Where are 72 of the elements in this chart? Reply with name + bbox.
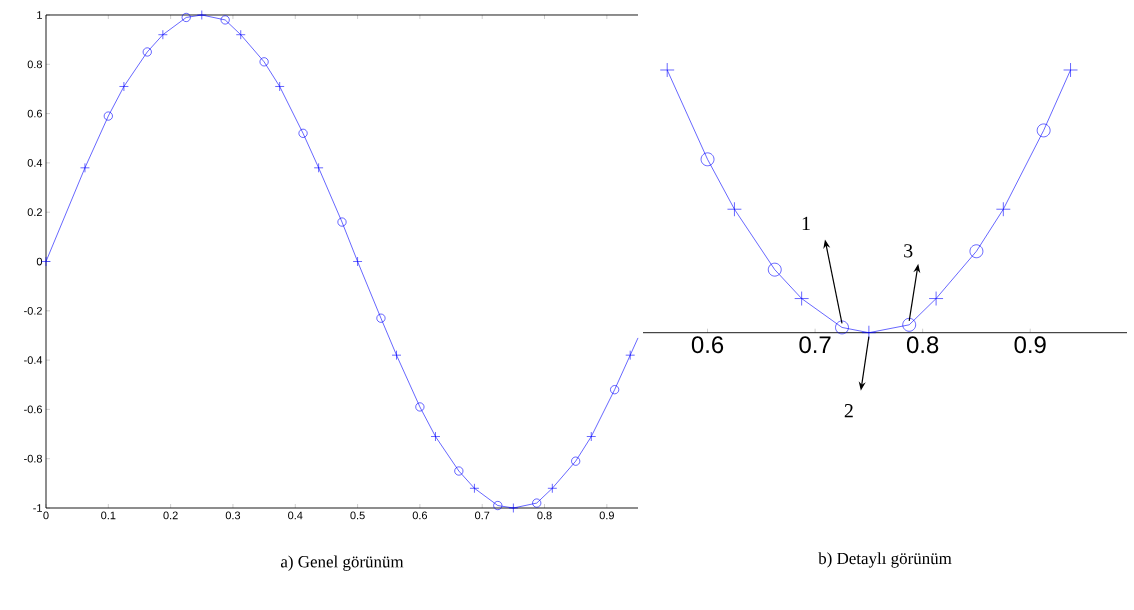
point — [532, 498, 542, 508]
point — [220, 15, 230, 25]
point — [493, 501, 503, 511]
point — [835, 320, 849, 335]
x-tick-label: 0.7 — [475, 511, 490, 520]
point — [415, 402, 425, 412]
point — [996, 201, 1011, 217]
point — [625, 350, 635, 360]
annotation: 2 — [844, 404, 853, 418]
x-tick-label: 0 — [43, 511, 49, 520]
y-tick-label: -0.2 — [24, 306, 42, 315]
text: a) Genel görünüm — [280, 555, 404, 571]
point — [298, 128, 308, 138]
point — [547, 483, 558, 494]
y-tick-label: -1 — [33, 504, 42, 512]
point — [727, 201, 742, 217]
x-tick-label: 0.9 — [599, 511, 614, 520]
point — [313, 163, 324, 173]
x-tick-label: 0.7 — [799, 336, 831, 354]
y-tick-label: 0 — [36, 257, 43, 266]
point — [376, 313, 386, 323]
y-tick-label: 0.8 — [27, 60, 42, 69]
point — [119, 81, 129, 92]
x-tick-label: 0.6 — [691, 336, 724, 354]
point — [80, 163, 90, 173]
x-tick-label: 0.9 — [1014, 336, 1046, 354]
point — [197, 10, 207, 20]
point — [1036, 123, 1051, 138]
point — [586, 431, 597, 442]
x-tick-label: 0.3 — [225, 511, 241, 520]
point — [928, 291, 944, 306]
point — [259, 57, 269, 67]
point — [469, 483, 480, 494]
y-tick-label: 0.6 — [27, 109, 42, 118]
point — [352, 256, 363, 267]
y-tick-label: -0.8 — [24, 454, 42, 463]
point — [337, 217, 347, 227]
point — [610, 385, 620, 395]
point — [700, 152, 715, 167]
y-tick-label: -0.4 — [24, 356, 43, 364]
y-tick-label: 0.4 — [27, 159, 43, 167]
point — [142, 47, 152, 57]
point — [274, 81, 285, 92]
point — [181, 12, 191, 22]
annotation: 1 — [802, 216, 810, 231]
point — [902, 318, 916, 332]
y-tick-label: -0.6 — [24, 405, 42, 414]
point — [794, 291, 809, 306]
x-tick-label: 0.6 — [412, 511, 428, 520]
x-tick-label: 0.5 — [350, 511, 365, 520]
point — [1063, 62, 1078, 78]
point — [508, 503, 519, 513]
point — [767, 262, 782, 277]
y-tick-label: 1 — [37, 11, 42, 19]
point — [103, 111, 113, 121]
point — [861, 325, 877, 340]
y-tick-label: 0.2 — [27, 208, 42, 217]
point — [235, 29, 246, 40]
point — [158, 29, 168, 40]
x-tick-label: 0.8 — [906, 336, 939, 354]
x-tick-label: 0.1 — [101, 511, 116, 520]
annotation: 3 — [904, 244, 913, 258]
point — [391, 350, 402, 360]
point — [659, 62, 675, 78]
x-tick-label: 0.4 — [288, 511, 303, 520]
text: b) Detaylı görünüm — [818, 552, 952, 568]
x-tick-label: 0.8 — [537, 511, 552, 520]
point — [969, 244, 984, 259]
point — [571, 456, 581, 466]
x-tick-label: 0.2 — [163, 511, 178, 520]
point — [41, 256, 51, 267]
point — [454, 466, 464, 476]
